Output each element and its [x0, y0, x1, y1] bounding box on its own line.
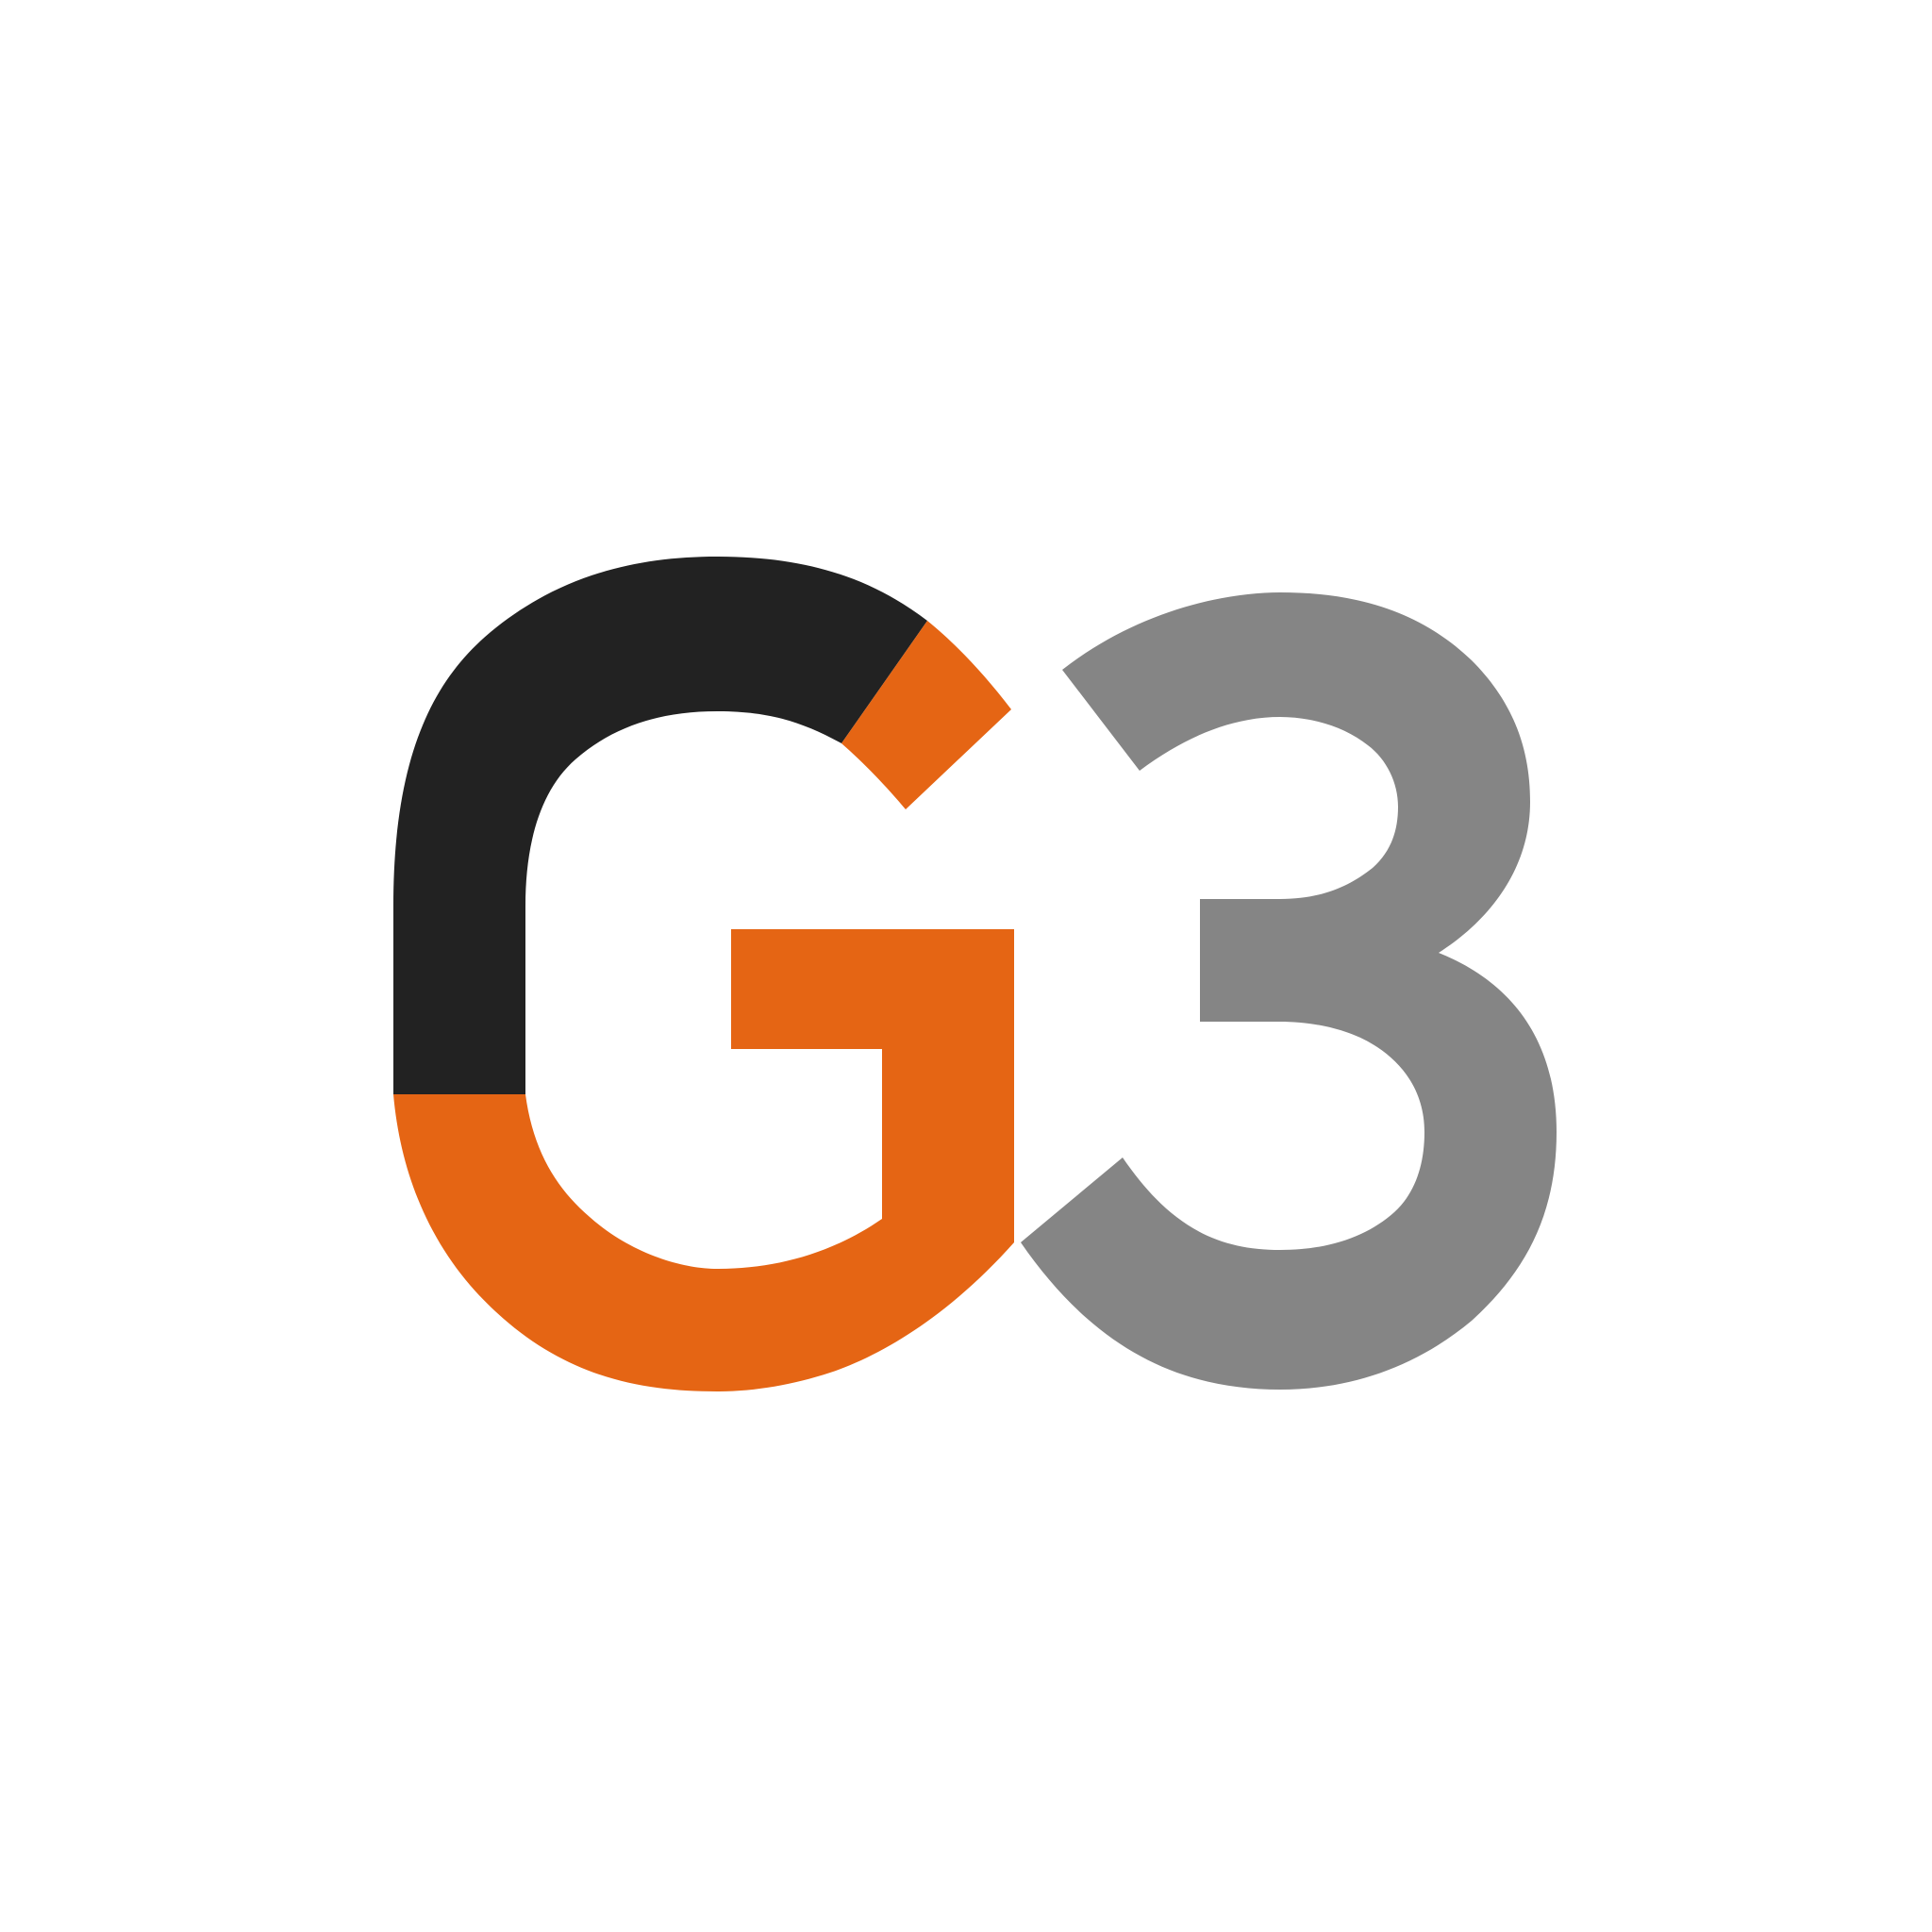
three-numeral [1021, 592, 1557, 1390]
g-lower-bowl [393, 929, 1014, 1391]
g-upper-arc [393, 557, 927, 1094]
g-top-cap [841, 621, 1011, 809]
